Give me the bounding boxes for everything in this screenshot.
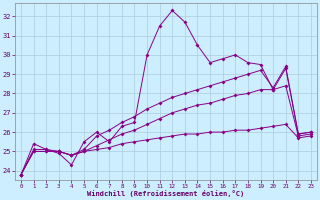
X-axis label: Windchill (Refroidissement éolien,°C): Windchill (Refroidissement éolien,°C) [87, 190, 244, 197]
